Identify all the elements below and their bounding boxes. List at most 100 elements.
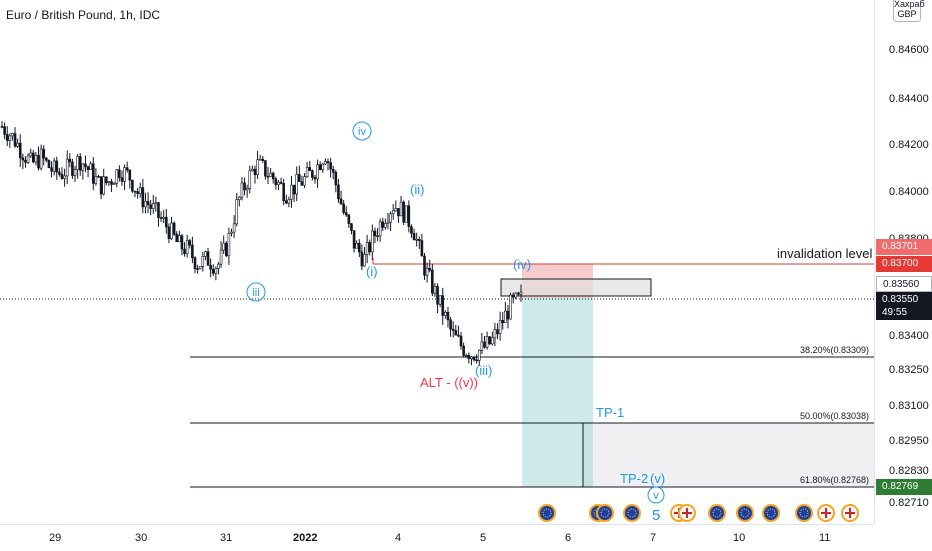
candle-bull (444, 311, 447, 316)
candle-bear (183, 248, 186, 254)
candle-bull (290, 184, 293, 200)
candle-bull (485, 336, 489, 348)
candle-bull (107, 181, 111, 184)
candle-bull (65, 158, 69, 177)
candle-bull (34, 154, 38, 163)
current-price-value: 0.83550 (882, 294, 919, 305)
currency-selector[interactable]: Хахраб GBP (893, 0, 925, 22)
candle-bear (47, 159, 51, 169)
candle-bull (504, 310, 507, 324)
price-tick: 0.82710 (889, 497, 929, 509)
fib-382-label: 38.20%(0.83309) (800, 345, 869, 355)
currency-line1: Хахраб (894, 0, 925, 9)
candle-bull (29, 152, 32, 157)
candle-bull (269, 172, 272, 177)
candle-bear (511, 294, 515, 298)
candle-bull (519, 291, 523, 295)
time-tick: 6 (565, 532, 572, 544)
candle-bull (464, 354, 468, 357)
candle-bull (227, 232, 231, 257)
candle-bear (131, 179, 134, 192)
fib-500-label: 50.00%(0.83038) (800, 411, 869, 421)
chart-title: Euro / British Pound, 1h, IDC (6, 8, 161, 22)
candle-bear (344, 212, 348, 216)
eu-flag-icon[interactable] (538, 504, 556, 522)
candle-bull (170, 222, 173, 239)
candle-bear (431, 269, 434, 294)
candle-bull (240, 182, 244, 198)
candle-bear (308, 167, 312, 171)
candle-bull (399, 201, 403, 217)
candle-bear (133, 190, 137, 193)
candle-bull (162, 216, 165, 219)
wave-5-label: 5 (652, 507, 660, 524)
eu-flag-icon[interactable] (596, 504, 614, 522)
candle-bull (303, 176, 306, 186)
candle-bear (475, 359, 478, 362)
eu-flag-icon[interactable] (795, 504, 813, 522)
candle-bear (483, 341, 486, 348)
time-tick: 30 (135, 532, 148, 544)
candle-bull (386, 221, 390, 224)
eu-flag-icon[interactable] (762, 504, 780, 522)
wave-v-label: v (653, 490, 659, 502)
candle-bull (509, 294, 512, 320)
candle-bear (146, 201, 150, 206)
candle-bull (26, 155, 30, 163)
candle-bear (318, 164, 322, 170)
candles-group (0, 121, 523, 367)
candle-bear (284, 200, 288, 204)
candle-bull (123, 167, 126, 182)
candle-bear (446, 311, 450, 321)
candle-bull (514, 292, 518, 298)
candle-bear (496, 329, 499, 335)
time-axis[interactable]: 29 30 31 2022 4 5 6 7 10 11 (0, 524, 874, 551)
tp1-label: TP-1 (596, 405, 624, 420)
candle-bear (368, 242, 372, 253)
price-chart[interactable]: invalidation level 38.20%(0.83309) 50.00… (0, 0, 874, 524)
current-price-tag: 0.83550 49:55 (876, 292, 932, 320)
eu-flag-stars (712, 508, 722, 518)
candle-bull (201, 256, 205, 267)
candle-bull (415, 239, 418, 241)
economic-events-row (538, 504, 859, 522)
resistance-box[interactable] (500, 278, 652, 297)
candle-bull (8, 135, 12, 141)
price-tick: 0.83100 (889, 400, 929, 412)
candle-bear (298, 174, 301, 182)
time-tick: 10 (733, 532, 746, 544)
candle-bull (378, 221, 382, 237)
candle-bear (243, 182, 246, 191)
candle-bull (389, 213, 392, 223)
eu-flag-icon[interactable] (736, 504, 754, 522)
candle-bear (342, 203, 345, 213)
candle-bear (517, 292, 520, 295)
wave-v-paren-label: (v) (650, 471, 665, 486)
eu-flag-icon[interactable] (623, 504, 641, 522)
candle-bear (420, 240, 424, 257)
wave-i-label: (i) (366, 264, 378, 279)
candle-bear (397, 208, 400, 217)
candle-bear (125, 167, 129, 171)
candle-bull (81, 163, 85, 171)
candle-bear (58, 171, 61, 175)
wave-ii-label: (ii) (410, 182, 424, 197)
candle-bear (451, 328, 455, 331)
candle-bear (311, 170, 314, 178)
candle-bear (381, 221, 385, 228)
candle-bear (266, 175, 270, 178)
time-tick: 4 (395, 532, 402, 544)
time-tick: 5 (480, 532, 487, 544)
price-tick: 0.84000 (889, 186, 929, 198)
candle-bear (358, 242, 361, 253)
candle-bear (42, 148, 46, 159)
countdown-value: 49:55 (882, 307, 908, 318)
candle-bear (99, 176, 103, 195)
fib-618-label: 61.80%(0.82768) (800, 475, 869, 485)
candle-bull (324, 161, 327, 165)
candle-bear (141, 187, 145, 208)
eu-flag-icon[interactable] (708, 504, 726, 522)
candle-bear (300, 181, 304, 186)
candle-bull (355, 242, 358, 249)
